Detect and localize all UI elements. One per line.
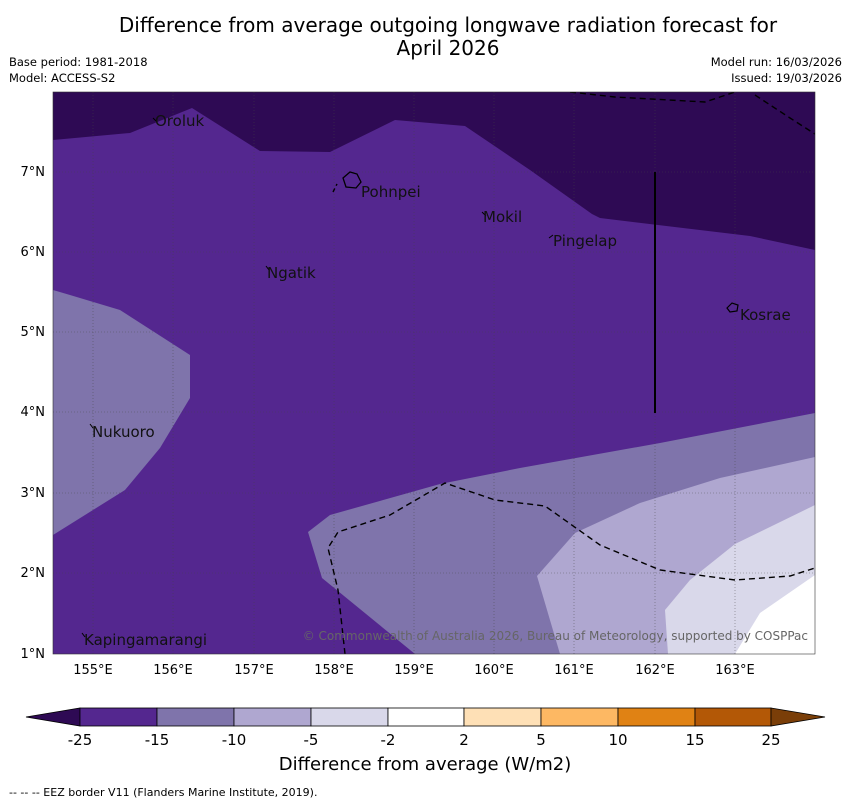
colorbar-tick: 5 [536, 731, 546, 749]
colorbar-segment [387, 707, 465, 727]
place-labels: Oroluk Pohnpei Mokil Pingelap Ngatik Kos… [84, 112, 791, 649]
lon-label: 162°E [635, 663, 675, 678]
colorbar-segment [156, 707, 235, 727]
colorbar-tick: 2 [459, 731, 469, 749]
colorbar-tick: 25 [761, 731, 780, 749]
lon-label: 155°E [73, 663, 113, 678]
label-nukuoro: Nukuoro [92, 423, 155, 441]
colorbar-tick: -15 [145, 731, 170, 749]
colorbar-segment [617, 707, 696, 727]
lon-label: 156°E [153, 663, 193, 678]
kosrae-island [726, 302, 739, 313]
label-kapingamarangi: Kapingamarangi [84, 631, 207, 649]
ngatik-island [265, 265, 270, 271]
lon-label: 157°E [234, 663, 274, 678]
eez-borders [327, 92, 815, 654]
colorbar-tick: -10 [222, 731, 247, 749]
eez-border-west [332, 183, 338, 193]
lon-label: 160°E [474, 663, 514, 678]
meta-left: Base period: 1981-2018 Model: ACCESS-S2 [9, 54, 148, 86]
colorbar-segment [25, 707, 81, 727]
lon-label: 158°E [314, 663, 354, 678]
colorbar-segment [463, 707, 542, 727]
colorbar-tick: -5 [304, 731, 319, 749]
map-title: Difference from average outgoing longwav… [0, 14, 850, 60]
graticule [53, 92, 815, 654]
lat-label: 1°N [21, 647, 46, 662]
colorbar-tick: -25 [68, 731, 93, 749]
copyright-text: © Commonwealth of Australia 2026, Bureau… [303, 629, 808, 643]
colorbar-segment [770, 707, 826, 727]
nukuoro-island [89, 423, 94, 429]
colorbar-segment [540, 707, 619, 727]
mokil-island [481, 211, 487, 217]
title-line-1: Difference from average outgoing longwav… [118, 13, 778, 37]
lon-axis: 155°E 156°E 157°E 158°E 159°E 160°E 161°… [73, 663, 755, 678]
label-pingelap: Pingelap [553, 232, 617, 250]
meta-right: Model run: 16/03/2026 Issued: 19/03/2026 [711, 54, 842, 86]
lat-label: 6°N [21, 245, 46, 260]
title-line-2: April 2026 [396, 36, 500, 60]
label-pohnpei: Pohnpei [361, 183, 421, 201]
colorbar-segment [233, 707, 312, 727]
kapingamarangi-island [81, 632, 86, 638]
eez-border-north [569, 92, 736, 103]
lat-label: 2°N [21, 566, 46, 581]
label-ngatik: Ngatik [267, 264, 316, 282]
pingelap-island [548, 234, 554, 239]
colorbar-segment [79, 707, 158, 727]
colorbar-ticks: -25 -15 -10 -5 -2 2 5 10 15 25 [68, 731, 781, 749]
oroluk-island [152, 117, 157, 122]
lat-label: 4°N [21, 405, 46, 420]
colorbar-title: Difference from average (W/m2) [278, 754, 572, 775]
lon-label: 163°E [715, 663, 755, 678]
colorbar [25, 707, 826, 727]
map-border [52, 91, 816, 655]
colorbar-segment [310, 707, 389, 727]
label-oroluk: Oroluk [155, 112, 204, 130]
model-run: Model run: 16/03/2026 [710, 55, 842, 69]
base-period: Base period: 1981-2018 [9, 55, 148, 69]
lat-label: 7°N [21, 165, 46, 180]
map-frame: Oroluk Pohnpei Mokil Pingelap Ngatik Kos… [53, 92, 815, 654]
contour-fill-south-4 [735, 575, 815, 654]
eez-footnote: -- -- -- EEZ border V11 (Flanders Marine… [9, 786, 318, 799]
contour-fill-west [53, 290, 190, 535]
pohnpei-island [342, 171, 362, 189]
lat-axis: 1°N 2°N 3°N 4°N 5°N 6°N 7°N [21, 165, 46, 662]
colorbar-tick: -2 [381, 731, 396, 749]
lat-label: 5°N [21, 325, 46, 340]
contour-fill-darkest [53, 92, 815, 250]
colorbar-tick: 15 [685, 731, 704, 749]
eez-border-northeast [754, 94, 815, 135]
lon-label: 161°E [554, 663, 594, 678]
lon-label: 159°E [394, 663, 434, 678]
label-kosrae: Kosrae [740, 306, 791, 324]
model-name: Model: ACCESS-S2 [9, 71, 116, 85]
label-mokil: Mokil [483, 208, 522, 226]
issued-date: Issued: 19/03/2026 [731, 71, 842, 85]
colorbar-tick: 10 [608, 731, 627, 749]
colorbar-segment [694, 707, 772, 727]
lat-label: 3°N [21, 486, 46, 501]
